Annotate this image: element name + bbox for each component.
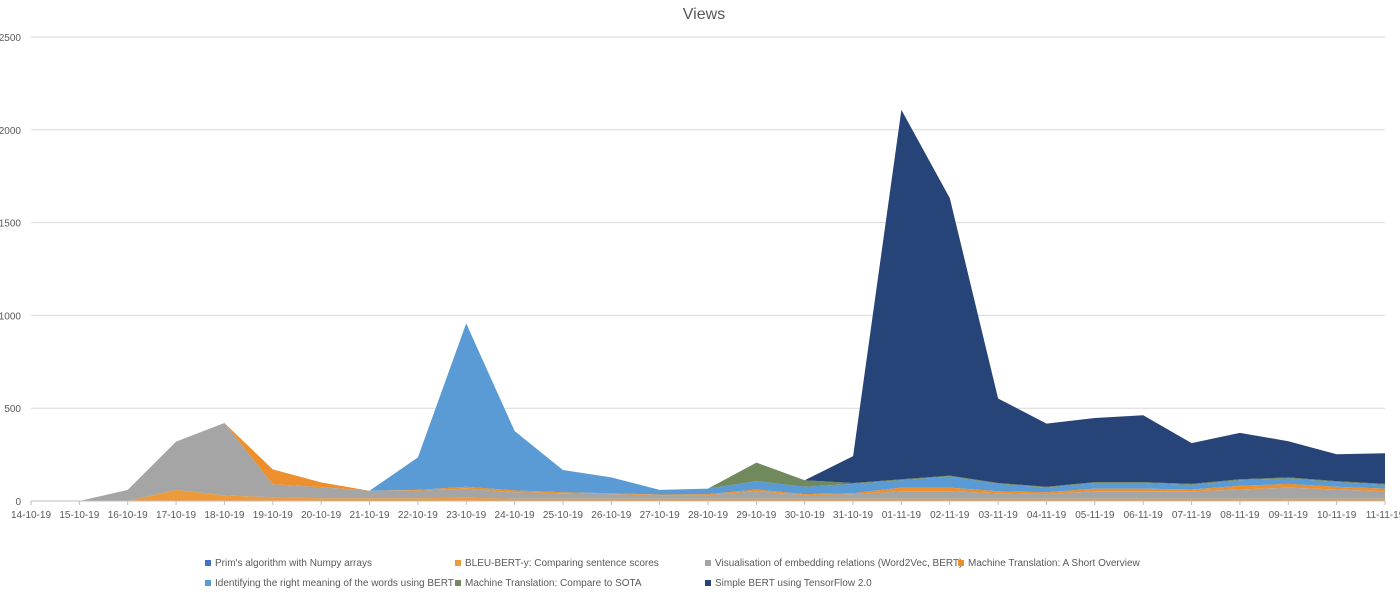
x-tick-label: 06-11-19 (1124, 510, 1164, 521)
x-tick-label: 28-10-19 (688, 510, 728, 521)
x-tick-label: 30-10-19 (785, 510, 825, 521)
x-tick-label: 07-11-19 (1172, 510, 1212, 521)
legend-label: Identifying the right meaning of the wor… (215, 577, 454, 589)
legend-item: Prim's algorithm with Numpy arrays (205, 554, 372, 572)
x-tick-label: 03-11-19 (978, 510, 1018, 521)
legend-swatch (205, 560, 211, 566)
x-tick-label: 23-10-19 (446, 510, 486, 521)
x-tick-label: 22-10-19 (398, 510, 438, 521)
x-tick-label: 27-10-19 (640, 510, 680, 521)
x-tick-label: 18-10-19 (204, 510, 244, 521)
legend: Prim's algorithm with Numpy arrays BLEU-B… (0, 552, 1400, 592)
gridlines (31, 36, 1385, 502)
legend-row: Prim's algorithm with Numpy arrays BLEU-B… (0, 554, 1400, 572)
x-tick-label: 11-11-19 (1366, 510, 1400, 521)
x-axis: 14-10-19 15-10-19 16-10-19 17-10-19 18-10-19… (11, 500, 1400, 521)
x-tick-label: 02-11-19 (930, 510, 970, 521)
x-tick-label: 08-11-19 (1220, 510, 1260, 521)
x-tick-label: 19-10-19 (253, 510, 293, 521)
y-tick-label: 1000 (0, 311, 21, 322)
series-area-visualisation-of-embedding-relations-word2vec-bert (31, 423, 1385, 501)
legend-swatch (455, 580, 461, 586)
x-tick-label: 24-10-19 (495, 510, 535, 521)
series-areas (31, 109, 1385, 502)
series-area-identifying-the-right-meaning-of-the-words-using-bert (31, 323, 1385, 501)
x-tick-label: 10-11-19 (1317, 510, 1357, 521)
y-axis: 0 500 1000 1500 2000 2500 (0, 33, 21, 508)
legend-swatch (958, 560, 964, 566)
legend-label: Machine Translation: A Short Overview (968, 557, 1140, 569)
legend-item: Visualisation of embedding relations (Wo… (705, 554, 962, 572)
x-tick-label: 29-10-19 (736, 510, 776, 521)
legend-swatch (705, 580, 711, 586)
x-tick-label: 15-10-19 (59, 510, 99, 521)
x-tick-label: 26-10-19 (591, 510, 631, 521)
x-tick-label: 14-10-19 (11, 510, 51, 521)
x-tick-label: 16-10-19 (108, 510, 148, 521)
legend-swatch (455, 560, 461, 566)
x-tick-label: 20-10-19 (301, 510, 341, 521)
legend-item: Machine Translation: Compare to SOTA (455, 574, 642, 592)
x-tick-label: 21-10-19 (349, 510, 389, 521)
x-tick-label: 09-11-19 (1269, 510, 1309, 521)
legend-item: Simple BERT using TensorFlow 2.0 (705, 574, 872, 592)
chart-title: Views (683, 6, 725, 23)
y-tick-label: 1500 (0, 219, 21, 230)
legend-label: BLEU-BERT-y: Comparing sentence scores (465, 557, 659, 569)
series-area-bleu-bert-y-comparing-sentence-scores (31, 489, 1385, 501)
legend-item: Machine Translation: A Short Overview (958, 554, 1140, 572)
legend-label: Simple BERT using TensorFlow 2.0 (715, 577, 872, 589)
legend-label: Prim's algorithm with Numpy arrays (215, 557, 372, 569)
legend-item: BLEU-BERT-y: Comparing sentence scores (455, 554, 659, 572)
y-tick-label: 2500 (0, 33, 21, 44)
x-tick-label: 05-11-19 (1075, 510, 1115, 521)
legend-label: Visualisation of embedding relations (Wo… (715, 557, 963, 569)
y-tick-label: 500 (4, 404, 21, 415)
legend-swatch (705, 560, 711, 566)
area-chart: Views 0 500 1000 1500 2000 2500 14-10-19 15-10… (0, 6, 1400, 521)
x-tick-label: 04-11-19 (1027, 510, 1067, 521)
x-tick-label: 01-11-19 (882, 510, 922, 521)
legend-row: Identifying the right meaning of the wor… (0, 574, 1400, 592)
x-tick-label: 25-10-19 (543, 510, 583, 521)
x-tick-label: 17-10-19 (156, 510, 196, 521)
legend-item: Identifying the right meaning of the wor… (205, 574, 454, 592)
x-tick-label: 31-10-19 (833, 510, 873, 521)
series-area-simple-bert-using-tensorflow-2-0 (31, 109, 1385, 502)
y-tick-label: 2000 (0, 126, 21, 137)
legend-swatch (205, 580, 211, 586)
legend-label: Machine Translation: Compare to SOTA (465, 577, 642, 589)
y-tick-label: 0 (15, 497, 21, 508)
